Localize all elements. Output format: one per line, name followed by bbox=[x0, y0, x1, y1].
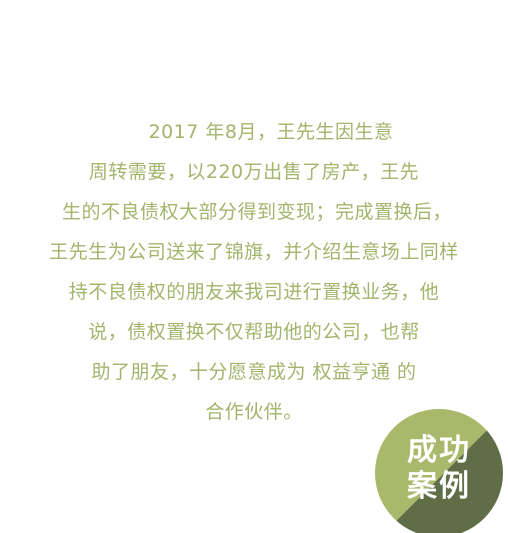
success-case-badge: 成功 案例 bbox=[375, 409, 503, 533]
story-line-8: 合作伙伴。 bbox=[205, 401, 303, 423]
badge-label: 成功 案例 bbox=[375, 433, 503, 505]
story-line-1: 2017 年8月，王先生因生意 bbox=[148, 121, 394, 143]
story-line-7: 助了朋友，十分愿意成为 权益亨通 的 bbox=[91, 361, 417, 383]
story-line-2: 周转需要，以220万出售了房产，王先 bbox=[88, 161, 420, 183]
badge-line-2: 案例 bbox=[407, 469, 471, 504]
badge-line-1: 成功 bbox=[407, 433, 471, 468]
story-line-3: 生的不良债权大部分得到变现；完成置换后， bbox=[61, 201, 452, 223]
story-line-5: 持不良债权的朋友来我司进行置换业务，他 bbox=[68, 281, 440, 303]
case-story: 2017 年8月，王先生因生意 周转需要，以220万出售了房产，王先 生的不良债… bbox=[0, 112, 508, 432]
story-line-4: 王先生为公司送来了锦旗，并介绍生意场上同样 bbox=[49, 241, 459, 263]
story-line-6: 说，债权置换不仅帮助他的公司，也帮 bbox=[88, 321, 420, 343]
